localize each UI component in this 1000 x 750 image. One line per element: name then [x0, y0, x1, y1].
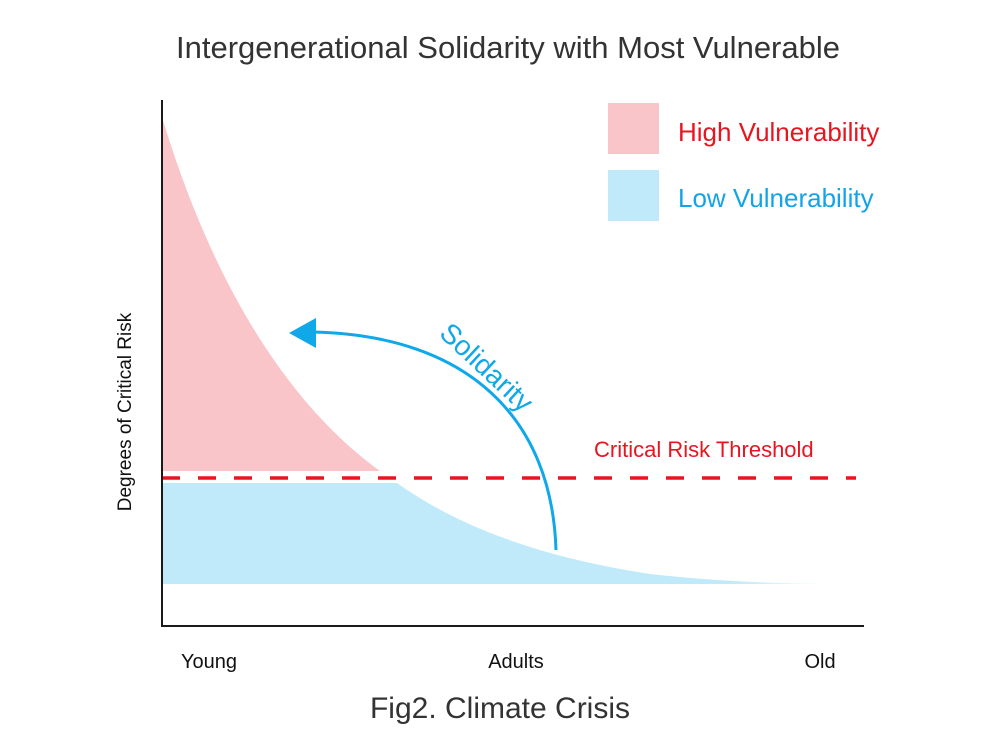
x-tick-old: Old	[804, 651, 835, 673]
legend-swatch-low	[608, 170, 659, 221]
figure-caption: Fig2. Climate Crisis	[370, 692, 630, 725]
y-axis-label: Degrees of Critical Risk	[115, 312, 136, 511]
legend-swatch-high	[608, 103, 659, 154]
low-vulnerability-area	[162, 483, 855, 584]
solidarity-label: Solidarity	[434, 317, 539, 418]
solidarity-arrowhead-icon	[289, 318, 316, 348]
legend-label-high: High Vulnerability	[678, 117, 879, 147]
threshold-label: Critical Risk Threshold	[594, 437, 814, 462]
figure-title: Intergenerational Solidarity with Most V…	[176, 30, 840, 65]
x-tick-adults: Adults	[488, 651, 544, 673]
high-vulnerability-area	[162, 117, 380, 471]
x-tick-young: Young	[181, 651, 237, 673]
legend: High Vulnerability Low Vulnerability	[608, 103, 879, 221]
legend-label-low: Low Vulnerability	[678, 183, 874, 213]
